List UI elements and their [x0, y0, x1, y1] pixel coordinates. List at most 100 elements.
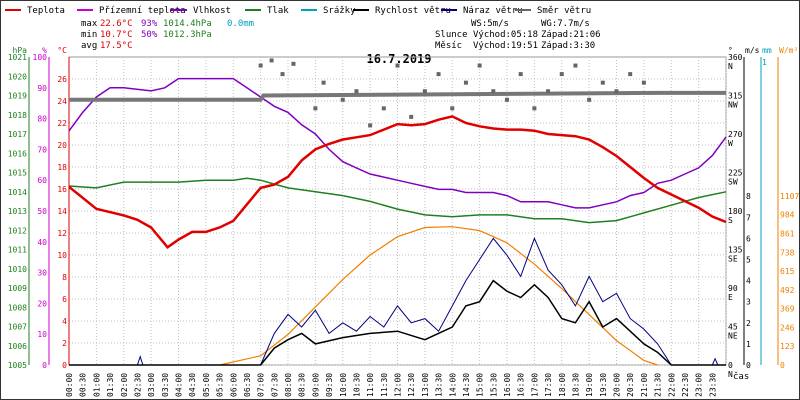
- legend-label: Přízemní teplota: [99, 6, 186, 16]
- dir-axis-label: S: [728, 216, 733, 225]
- hpa-axis-tick: 1020: [8, 72, 27, 81]
- temp-axis-tick: 22: [57, 119, 67, 128]
- x-tick-label: 03:30: [161, 373, 170, 397]
- x-tick-label: 21:00: [640, 373, 649, 397]
- x-tick-label: 22:30: [681, 373, 690, 397]
- stat-min-press: 1012.3hPa: [163, 30, 212, 40]
- dir-axis-label: W: [728, 139, 733, 148]
- series-layer: [68, 58, 727, 366]
- percent-axis-tick: 40: [37, 238, 47, 247]
- x-tick-label: 11:00: [366, 373, 375, 397]
- wind-direction-point: [559, 72, 564, 77]
- x-tick-label: 11:30: [380, 373, 389, 397]
- x-tick-label: 07:00: [257, 373, 266, 397]
- dir-axis-label: N: [728, 62, 733, 71]
- dir-axis-label: SE: [728, 255, 738, 264]
- x-tick-label: 15:00: [476, 373, 485, 397]
- percent-axis-tick: 80: [37, 115, 47, 124]
- x-tick-label: 17:00: [530, 373, 539, 397]
- x-tick-label: 10:00: [339, 373, 348, 397]
- x-tick-label: 17:30: [544, 373, 553, 397]
- hpa-axis-tick: 1008: [8, 303, 27, 312]
- hpa-axis-tick: 1005: [8, 361, 27, 370]
- percent-axis-tick: 20: [37, 299, 47, 308]
- x-tick-label: 19:00: [585, 373, 594, 397]
- hpa-axis-tick: 1011: [8, 246, 27, 255]
- wm2-axis-tick: 861: [780, 229, 795, 238]
- ms-axis-tick: 5: [746, 256, 751, 265]
- temp-axis-tick: 2: [62, 339, 67, 348]
- wind-direction-point: [340, 97, 345, 102]
- hpa-axis-tick: 1015: [8, 169, 27, 178]
- dir-axis-label: NW: [728, 101, 738, 110]
- dir-axis-label: E: [728, 293, 733, 302]
- x-tick-label: 04:30: [188, 373, 197, 397]
- x-tick-label: 08:00: [284, 373, 293, 397]
- x-tick-label: 05:00: [202, 373, 211, 397]
- legend-label: Náraz větru: [463, 6, 523, 16]
- percent-axis-tick: 50: [37, 207, 47, 216]
- x-tick-label: 07:30: [270, 373, 279, 397]
- x-tick-label: 03:00: [147, 373, 156, 397]
- percent-axis-tick: 60: [37, 176, 47, 185]
- wind-direction-point: [436, 72, 441, 77]
- dir-axis-tick: 270: [728, 130, 743, 139]
- percent-axis-tick: 10: [37, 330, 47, 339]
- axes: hPa1005100610071008100910101011101210131…: [8, 46, 799, 379]
- hpa-axis-tick: 1019: [8, 92, 27, 101]
- wind-direction-point: [587, 97, 592, 102]
- x-tick-label: 13:00: [421, 373, 430, 397]
- ms-axis-tick: 6: [746, 234, 751, 243]
- wind-direction-point: [280, 72, 285, 77]
- wind-direction-point: [381, 106, 386, 111]
- stat-min-hum: 50%: [141, 30, 158, 40]
- x-tick-label: 14:00: [448, 373, 457, 397]
- wind-direction-point: [491, 89, 496, 94]
- dir-axis-tick: 135: [728, 246, 743, 255]
- stat-min-temp: 10.7°C: [100, 30, 133, 40]
- dir-axis-label: SW: [728, 178, 738, 187]
- x-tick-label: 04:00: [175, 373, 184, 397]
- x-tick-label: 18:30: [571, 373, 580, 397]
- x-tick-label: 14:30: [462, 373, 471, 397]
- wind-direction-point: [368, 123, 373, 128]
- wind-direction-point: [422, 89, 427, 94]
- percent-axis-tick: 100: [33, 53, 48, 62]
- stat-max-rain: 0.0mm: [227, 19, 254, 29]
- x-tick-label: 06:30: [243, 373, 252, 397]
- x-axis: 00:00 00:30 01:00 01:30 02:00 02:30 03:00 03:30…: [65, 373, 717, 397]
- wind-direction-point: [573, 63, 578, 68]
- temp-axis-tick: 14: [57, 207, 67, 216]
- moon-rise: Východ:19:51: [473, 41, 538, 51]
- percent-axis-unit: %: [42, 46, 47, 55]
- temp-axis-tick: 4: [62, 317, 67, 326]
- x-tick-label: 02:30: [133, 373, 142, 397]
- gridlines: [68, 57, 727, 366]
- temp-axis-tick: 10: [57, 251, 67, 260]
- x-tick-label: 20:30: [626, 373, 635, 397]
- hpa-axis-tick: 1012: [8, 226, 27, 235]
- legend-label: Rychlost větru: [375, 6, 451, 16]
- wind-direction-point: [628, 72, 633, 77]
- stat-min-label: min: [81, 30, 97, 40]
- x-tick-label: 15:30: [489, 373, 498, 397]
- temp-axis-unit: °C: [57, 46, 67, 55]
- stat-max-temp: 22.6°C: [100, 19, 133, 29]
- wind-gust-line: [69, 237, 726, 366]
- x-tick-label: 18:00: [558, 373, 567, 397]
- x-axis-unit: čas: [733, 371, 749, 382]
- legend-label: Tlak: [267, 6, 289, 16]
- temp-axis-tick: 16: [57, 185, 67, 194]
- wind-direction-point: [354, 89, 359, 94]
- ms-axis-tick: 7: [746, 213, 751, 222]
- dir-axis-tick: 360: [728, 53, 743, 62]
- temp-axis-tick: 24: [57, 97, 67, 106]
- temp-axis-tick: 26: [57, 75, 67, 84]
- stat-max-press: 1014.4hPa: [163, 19, 212, 29]
- hpa-axis-tick: 1013: [8, 207, 27, 216]
- hpa-axis-tick: 1021: [8, 53, 27, 62]
- chart-title: 16.7.2019: [366, 52, 431, 66]
- x-tick-label: 05:30: [216, 373, 225, 397]
- solar-radiation-line: [219, 226, 658, 366]
